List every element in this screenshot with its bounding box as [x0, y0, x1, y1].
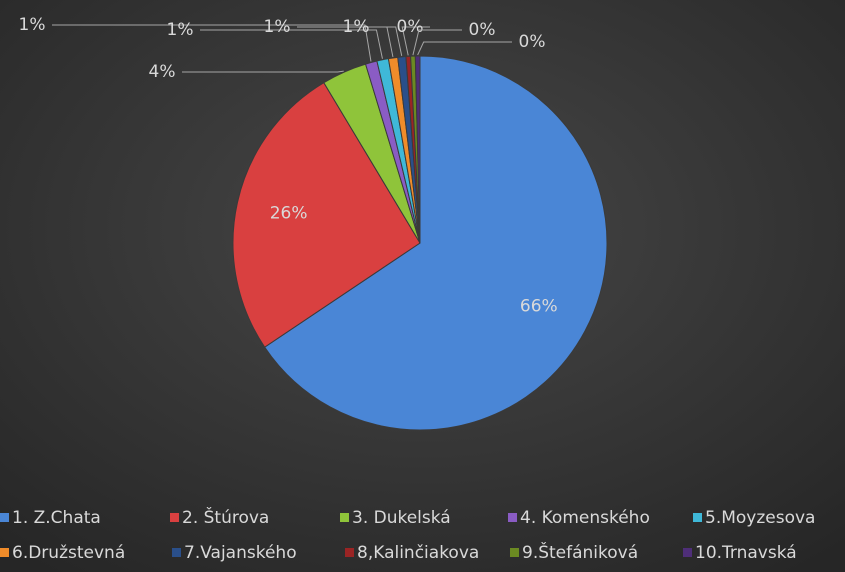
data-label: 1%	[264, 17, 291, 37]
data-label: 1%	[167, 20, 194, 40]
leader-line	[376, 26, 403, 56]
leader-line	[417, 41, 512, 56]
leader-line	[401, 26, 430, 56]
pie-slice	[232, 81, 421, 348]
leader-line	[412, 29, 462, 56]
legend-label: 2. Štúrova	[182, 506, 269, 528]
data-label: 1%	[343, 17, 370, 37]
data-label: 0%	[469, 20, 496, 40]
data-label: 4%	[149, 62, 176, 82]
leader-line	[200, 29, 383, 59]
legend-label: 3. Dukelská	[352, 508, 451, 528]
data-label: 0%	[519, 32, 546, 52]
leader-line	[52, 24, 372, 62]
legend-label: 6.Družstevná	[12, 543, 125, 563]
legend-label: 9.Štefániková	[522, 541, 638, 563]
legend-marker	[172, 548, 181, 557]
data-label: 66%	[520, 296, 558, 316]
data-label: 0%	[397, 17, 424, 37]
data-label: 1%	[19, 15, 46, 35]
legend-label: 8,Kalinčiakova	[357, 543, 479, 563]
leader-line	[182, 70, 344, 73]
legend-marker	[0, 548, 9, 557]
legend-marker	[510, 548, 519, 557]
legend-marker	[340, 513, 349, 522]
legend-marker	[693, 513, 702, 522]
legend-marker	[0, 513, 9, 522]
legend-marker	[345, 548, 354, 557]
data-label: 26%	[270, 204, 308, 224]
legend-marker	[170, 513, 179, 522]
legend-label: 4. Komenského	[520, 508, 650, 528]
pie-slice	[414, 55, 421, 244]
legend-marker	[683, 548, 692, 557]
legend-label: 7.Vajanského	[184, 543, 297, 563]
pie-slice	[263, 55, 608, 431]
legend-label: 1. Z.Chata	[12, 508, 101, 528]
legend-label: 5.Moyzesova	[705, 508, 815, 528]
legend-marker	[508, 513, 517, 522]
legend-label: 10.Trnavská	[695, 543, 797, 563]
